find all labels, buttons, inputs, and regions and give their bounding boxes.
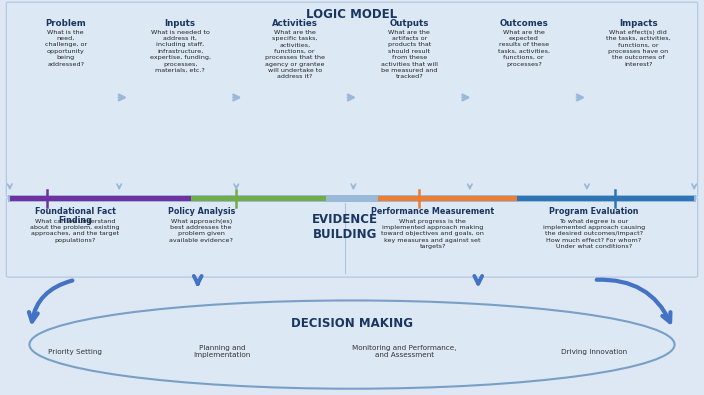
Text: Planning and
Implementation: Planning and Implementation	[194, 345, 251, 358]
Text: Outcomes: Outcomes	[499, 19, 548, 28]
Text: Inputs: Inputs	[165, 19, 196, 28]
Text: EVIDENCE
BUILDING: EVIDENCE BUILDING	[312, 213, 378, 241]
Text: What effect(s) did
the tasks, activities,
functions, or
processes have on
the ou: What effect(s) did the tasks, activities…	[606, 30, 671, 67]
Text: Foundational Fact
Finding: Foundational Fact Finding	[34, 207, 115, 225]
Bar	[8, 195, 696, 202]
Text: Performance Measurement: Performance Measurement	[371, 207, 494, 216]
Text: What are the
expected
results of these
tasks, activities,
functions, or
processe: What are the expected results of these t…	[498, 30, 550, 67]
Text: What are the
artifacts or
products that
should result
from these
activities that: What are the artifacts or products that …	[381, 30, 438, 79]
FancyBboxPatch shape	[6, 2, 698, 197]
Text: What is the
need,
challenge, or
opportunity
being
addressed?: What is the need, challenge, or opportun…	[44, 30, 87, 67]
Bar	[517, 196, 694, 201]
Text: What approach(es)
best addresses the
problem given
available evidence?: What approach(es) best addresses the pro…	[169, 219, 233, 243]
Bar	[191, 196, 326, 201]
Text: LOGIC MODEL: LOGIC MODEL	[306, 8, 398, 21]
Ellipse shape	[30, 301, 674, 389]
Bar	[10, 196, 191, 201]
Text: Activities: Activities	[272, 19, 318, 28]
Text: Monitoring and Performance,
and Assessment: Monitoring and Performance, and Assessme…	[352, 345, 457, 358]
Text: What is needed to
address it,
including staff,
infrastructure,
expertise, fundin: What is needed to address it, including …	[150, 30, 210, 73]
Text: What are the
specific tasks,
activities,
functions, or
processes that the
agency: What are the specific tasks, activities,…	[265, 30, 325, 79]
Text: What progress is the
implemented approach making
toward objectives and goals, on: What progress is the implemented approac…	[381, 219, 484, 249]
Text: Program Evaluation: Program Evaluation	[549, 207, 639, 216]
Text: Problem: Problem	[45, 19, 86, 28]
Text: To what degree is our
implemented approach causing
the desired outcomes/impact?
: To what degree is our implemented approa…	[543, 219, 645, 249]
Text: Priority Setting: Priority Setting	[48, 349, 102, 355]
Text: DECISION MAKING: DECISION MAKING	[291, 316, 413, 329]
Text: What can we understand
about the problem, existing
approaches, and the target
po: What can we understand about the problem…	[30, 219, 120, 243]
Text: Policy Analysis: Policy Analysis	[168, 207, 235, 216]
Text: Driving Innovation: Driving Innovation	[561, 349, 627, 355]
Bar	[378, 196, 517, 201]
FancyBboxPatch shape	[6, 198, 698, 277]
Text: Outputs: Outputs	[389, 19, 429, 28]
Text: Impacts: Impacts	[619, 19, 658, 28]
